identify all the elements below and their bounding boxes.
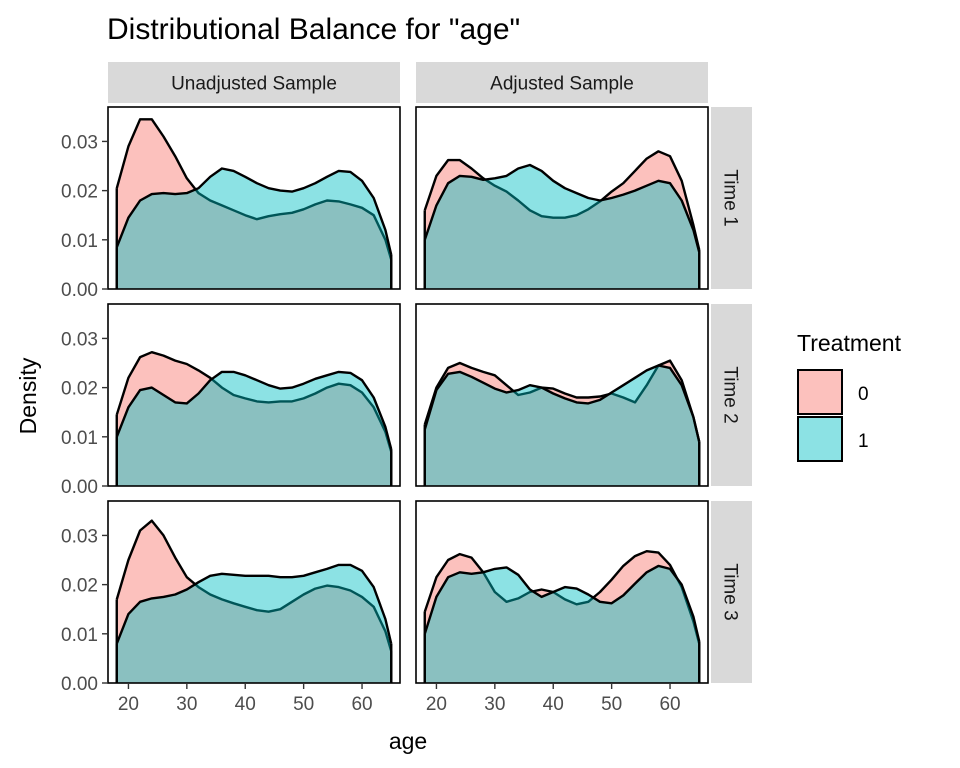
panel-border xyxy=(107,303,401,487)
strip-label-unadjusted-sample: Unadjusted Sample xyxy=(171,74,337,95)
legend-key-0 xyxy=(797,369,843,415)
panel-time-3-adjusted-sample xyxy=(415,500,709,684)
strip-label-time-1: Time 1 xyxy=(720,169,741,226)
y-tick-label: 0.01 xyxy=(61,428,98,449)
x-tick-label: 20 xyxy=(118,694,139,715)
legend: Treatment 0 1 xyxy=(797,330,902,462)
x-tick-label: 50 xyxy=(601,694,622,715)
density-line-treatment-1 xyxy=(423,564,701,642)
y-tick-label: 0.02 xyxy=(61,182,98,203)
density-line-treatment-0 xyxy=(115,351,393,452)
density-area-treatment-1 xyxy=(116,168,392,289)
x-tick-label: 40 xyxy=(543,694,564,715)
strip-label-time-3: Time 3 xyxy=(720,563,741,620)
x-axis-unadjusted-sample: 20 30 40 50 60 xyxy=(118,683,373,715)
density-area-treatment-1 xyxy=(424,565,700,683)
y-axis-time-3: 0.00 0.01 0.02 0.03 xyxy=(61,526,108,695)
y-axis-title: Density xyxy=(15,357,41,434)
strip-label-adjusted-sample: Adjusted Sample xyxy=(490,74,634,95)
density-area-treatment-0 xyxy=(424,551,700,683)
density-line-treatment-0 xyxy=(115,118,393,260)
x-axis-adjusted-sample: 20 30 40 50 60 xyxy=(426,683,681,715)
density-area-treatment-1 xyxy=(116,371,392,486)
density-line-treatment-1 xyxy=(115,167,393,255)
x-tick-label: 60 xyxy=(351,694,372,715)
legend-key-1 xyxy=(797,416,843,462)
panel-background xyxy=(416,107,708,289)
y-tick-label: 0.02 xyxy=(61,576,98,597)
legend-label-0: 0 xyxy=(858,384,869,405)
x-tick-label: 20 xyxy=(426,694,447,715)
x-tick-label: 40 xyxy=(235,694,256,715)
panel-time-1-unadjusted-sample xyxy=(107,106,401,290)
density-line-treatment-1 xyxy=(115,563,393,645)
panel-background xyxy=(108,107,400,289)
x-axis-title: age xyxy=(389,728,427,754)
strip-label-time-2: Time 2 xyxy=(720,366,741,423)
panel-background xyxy=(416,501,708,683)
density-area-treatment-0 xyxy=(424,360,700,486)
y-tick-label: 0.00 xyxy=(61,674,98,695)
strip-adjusted-sample xyxy=(416,62,708,103)
panel-time-1-adjusted-sample xyxy=(415,106,709,290)
panel-time-2-unadjusted-sample xyxy=(107,303,401,487)
axes-layer: 0.00 0.01 0.02 0.03 0.00 0.01 0.02 0.03 0.00 0.01… xyxy=(61,132,681,715)
y-tick-label: 0.03 xyxy=(61,132,98,153)
strip-unadjusted-sample xyxy=(108,62,400,103)
strip-time-3 xyxy=(711,501,752,683)
density-line-treatment-0 xyxy=(115,519,393,652)
panel-time-2-adjusted-sample xyxy=(415,303,709,487)
density-line-treatment-1 xyxy=(423,163,701,253)
panel-background xyxy=(108,304,400,486)
panel-time-3-unadjusted-sample xyxy=(107,500,401,684)
panel-border xyxy=(415,500,709,684)
density-line-treatment-1 xyxy=(115,370,393,450)
y-tick-label: 0.03 xyxy=(61,329,98,350)
x-tick-label: 30 xyxy=(176,694,197,715)
legend-label-1: 1 xyxy=(858,431,869,452)
density-line-treatment-0 xyxy=(423,150,701,250)
y-tick-label: 0.00 xyxy=(61,477,98,498)
plot-title: Distributional Balance for "age" xyxy=(107,13,520,46)
density-line-treatment-1 xyxy=(423,364,701,442)
panel-background xyxy=(416,304,708,486)
density-line-treatment-0 xyxy=(423,550,701,644)
y-tick-label: 0.01 xyxy=(61,625,98,646)
density-area-treatment-0 xyxy=(116,520,392,683)
x-tick-label: 30 xyxy=(484,694,505,715)
density-area-treatment-1 xyxy=(116,564,392,683)
panel-border xyxy=(107,106,401,290)
panel-border xyxy=(415,106,709,290)
y-tick-label: 0.00 xyxy=(61,280,98,301)
y-tick-label: 0.02 xyxy=(61,379,98,400)
density-area-treatment-1 xyxy=(424,165,700,289)
y-tick-label: 0.01 xyxy=(61,231,98,252)
panels-layer: Unadjusted Sample Adjusted Sample Time 1 Ti… xyxy=(107,62,752,684)
density-area-treatment-0 xyxy=(116,352,392,486)
y-tick-label: 0.03 xyxy=(61,526,98,547)
density-area-treatment-0 xyxy=(116,119,392,289)
strip-time-2 xyxy=(711,304,752,486)
panel-border xyxy=(107,500,401,684)
y-axis-time-2: 0.00 0.01 0.02 0.03 xyxy=(61,329,108,498)
panel-border xyxy=(415,303,709,487)
x-tick-label: 60 xyxy=(659,694,680,715)
legend-title: Treatment xyxy=(797,330,902,356)
strip-time-1 xyxy=(711,107,752,289)
y-axis-time-1: 0.00 0.01 0.02 0.03 xyxy=(61,132,108,301)
density-area-treatment-1 xyxy=(424,365,700,486)
x-tick-label: 50 xyxy=(293,694,314,715)
